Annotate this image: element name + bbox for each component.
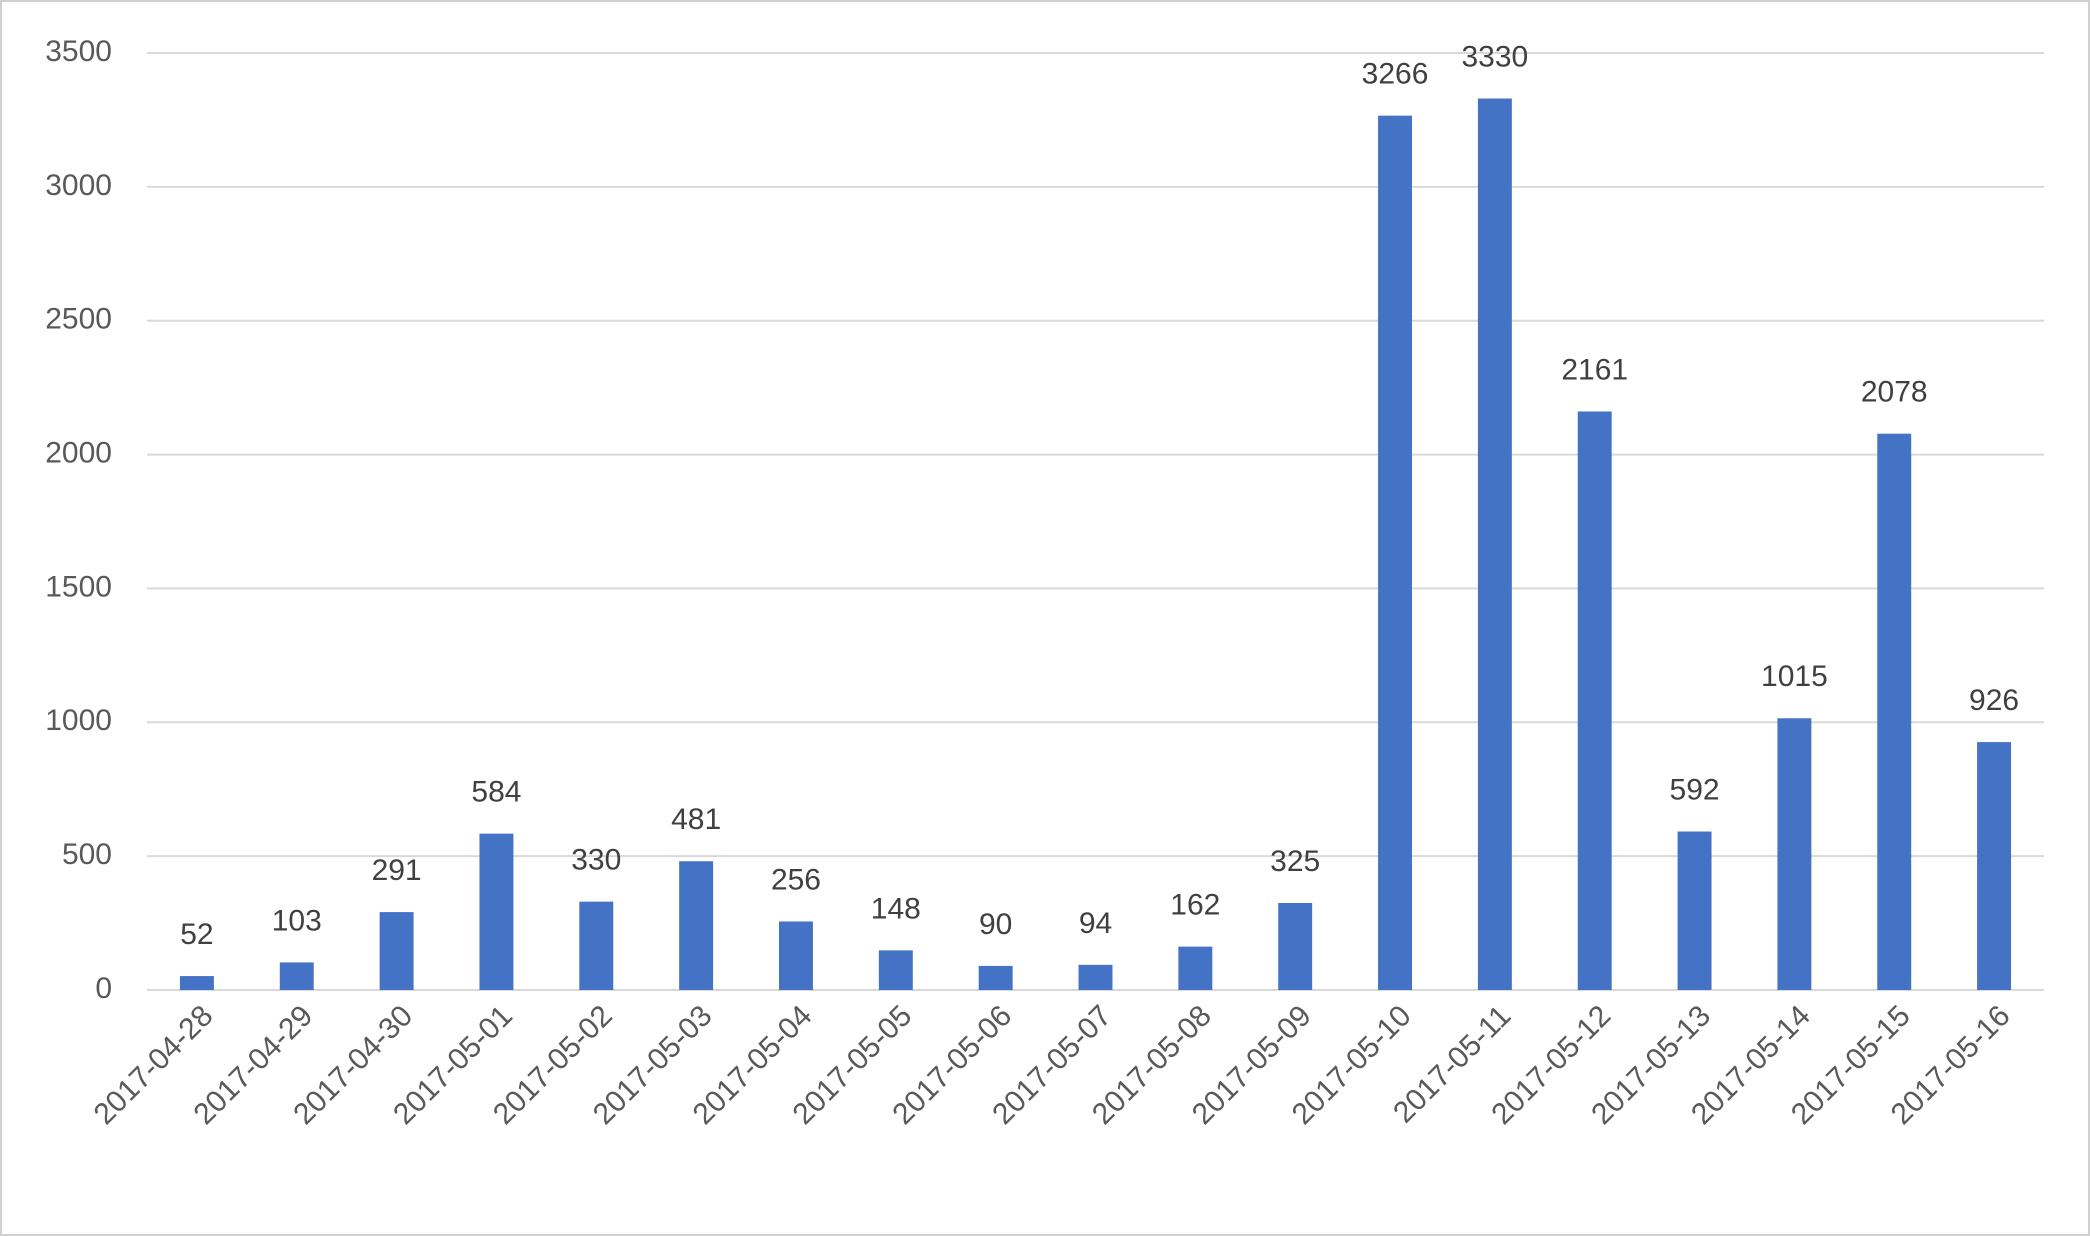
y-tick-label: 2500 (45, 303, 112, 336)
data-label: 2078 (1861, 376, 1928, 409)
data-label: 3330 (1461, 40, 1528, 73)
data-label: 330 (571, 844, 621, 877)
bar (878, 950, 913, 990)
bar (1477, 98, 1512, 991)
data-label: 90 (979, 908, 1012, 941)
y-tick-label: 3500 (45, 35, 112, 68)
data-label: 926 (1969, 684, 2019, 717)
y-tick-label: 3000 (45, 169, 112, 202)
bar (1078, 964, 1113, 990)
bar (279, 962, 314, 990)
data-label: 481 (671, 803, 721, 836)
data-label: 1015 (1761, 660, 1828, 693)
data-label: 103 (272, 904, 322, 937)
bar (978, 965, 1013, 990)
data-label: 584 (471, 776, 521, 809)
bar (1877, 433, 1912, 991)
bar (579, 901, 614, 990)
bar (1577, 411, 1612, 990)
bar (1278, 902, 1313, 990)
data-label: 256 (771, 863, 821, 896)
y-tick-label: 0 (95, 972, 112, 1005)
bar (1178, 946, 1213, 990)
bar (779, 921, 813, 990)
bar (1777, 718, 1812, 990)
data-label: 3266 (1362, 58, 1429, 91)
data-label: 52 (180, 918, 213, 951)
data-label: 2161 (1561, 353, 1628, 386)
data-label: 325 (1270, 845, 1320, 878)
bar (479, 833, 514, 990)
data-label: 592 (1670, 773, 1720, 806)
y-tick-label: 1000 (45, 704, 112, 737)
data-label: 148 (871, 892, 921, 925)
data-label: 94 (1079, 907, 1112, 940)
y-tick-label: 500 (62, 838, 112, 871)
bar (379, 912, 414, 990)
y-tick-label: 1500 (45, 570, 112, 603)
bar (1677, 831, 1712, 990)
bar (1378, 115, 1412, 990)
data-label: 162 (1170, 889, 1220, 922)
bar (1977, 742, 2012, 990)
data-label: 291 (372, 854, 422, 887)
y-tick-label: 2000 (45, 436, 112, 469)
bar (679, 861, 714, 990)
bar (179, 976, 214, 990)
